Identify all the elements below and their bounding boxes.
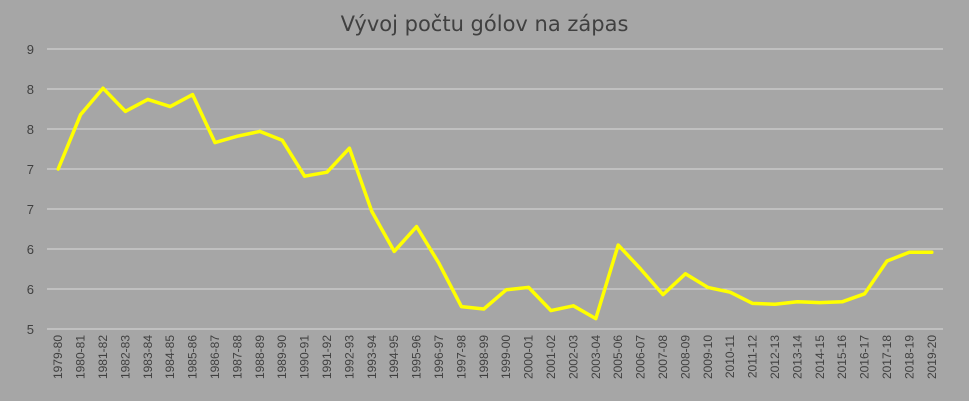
x-tick-label: 2015-16 (835, 335, 849, 379)
y-tick-label: 7 (27, 162, 34, 177)
x-tick-label: 2005-06 (611, 335, 625, 379)
y-tick-label: 7 (27, 202, 34, 217)
data-point (168, 105, 172, 109)
x-tick-label: 2006-07 (634, 335, 648, 379)
data-point (56, 167, 60, 171)
x-tick-label: 1996-97 (432, 335, 446, 379)
x-tick-label: 1987-88 (230, 335, 244, 379)
x-tick-label: 2010-11 (723, 335, 737, 378)
data-point (101, 86, 105, 90)
x-tick-label: 1988-89 (253, 335, 267, 379)
data-point (863, 292, 867, 296)
x-tick-label: 2012-13 (768, 335, 782, 379)
x-tick-label: 1983-84 (141, 335, 155, 379)
x-tick-label: 1979-80 (51, 335, 65, 379)
data-point (885, 259, 889, 263)
x-tick-label: 1980-81 (74, 335, 88, 379)
data-point (213, 141, 217, 145)
data-point (907, 250, 911, 254)
x-tick-label: 2013-14 (790, 335, 804, 379)
data-point (146, 97, 150, 101)
data-point (370, 209, 374, 213)
x-tick-label: 2002-03 (566, 335, 580, 379)
data-point (930, 250, 934, 254)
x-tick-label: 1994-95 (387, 335, 401, 379)
x-tick-label: 1982-83 (118, 335, 132, 379)
x-tick-label: 1995-96 (410, 335, 424, 379)
x-tick-label: 1997-98 (454, 335, 468, 379)
data-point (818, 301, 822, 305)
data-point (840, 300, 844, 304)
data-point (79, 113, 83, 117)
data-point (751, 301, 755, 305)
data-point (594, 317, 598, 321)
x-tick-label: 1985-86 (186, 335, 200, 379)
data-point (661, 293, 665, 297)
x-tick-label: 1990-91 (298, 335, 312, 379)
y-tick-label: 6 (27, 242, 34, 257)
data-point (527, 285, 531, 289)
data-point (191, 93, 195, 97)
data-point (303, 174, 307, 178)
data-point (123, 109, 127, 113)
x-tick-label: 2003-04 (589, 335, 603, 379)
x-tick-label: 2009-10 (701, 335, 715, 379)
x-tick-label: 2019-20 (925, 335, 939, 379)
x-axis: 1979-80 1980-81 1981-82 1982-83 1983-84 1984-… (51, 335, 939, 379)
y-tick-label: 6 (27, 282, 34, 297)
data-point (258, 129, 262, 133)
y-axis: 5 6 6 7 7 8 8 9 (27, 42, 34, 337)
data-point (571, 304, 575, 308)
x-tick-label: 2008-09 (678, 335, 692, 379)
data-point (347, 146, 351, 150)
data-point (437, 261, 441, 265)
x-tick-label: 1991-92 (320, 335, 334, 379)
x-tick-label: 2001-02 (544, 335, 558, 379)
x-tick-label: 1984-85 (163, 335, 177, 379)
data-point (482, 307, 486, 311)
x-tick-label: 2007-08 (656, 335, 670, 379)
x-tick-label: 2018-19 (902, 335, 916, 379)
x-tick-label: 1992-93 (342, 335, 356, 379)
x-tick-label: 1981-82 (96, 335, 110, 379)
data-point (549, 309, 553, 313)
x-tick-label: 2000-01 (522, 335, 536, 379)
x-tick-label: 2014-15 (813, 335, 827, 379)
data-point (639, 267, 643, 271)
x-tick-label: 1986-87 (208, 335, 222, 379)
y-tick-label: 8 (27, 122, 34, 137)
data-point (795, 300, 799, 304)
x-tick-label: 2016-17 (858, 335, 872, 379)
y-tick-label: 9 (27, 42, 34, 57)
data-point (325, 170, 329, 174)
data-point (773, 302, 777, 306)
data-point (415, 225, 419, 229)
data-point (459, 305, 463, 309)
x-tick-label: 2017-18 (880, 335, 894, 379)
data-point (683, 272, 687, 276)
x-tick-label: 1993-94 (365, 335, 379, 379)
x-tick-label: 1998-99 (477, 335, 491, 379)
y-tick-label: 8 (27, 82, 34, 97)
series-line (56, 86, 934, 321)
data-point (728, 290, 732, 294)
data-point (706, 285, 710, 289)
gridlines (47, 48, 943, 330)
x-tick-label: 1999-00 (499, 335, 513, 379)
series-layer (56, 86, 934, 321)
x-tick-label: 1989-90 (275, 335, 289, 379)
data-point (504, 288, 508, 292)
data-point (280, 138, 284, 142)
data-point (235, 134, 239, 138)
x-tick-label: 2011-12 (746, 335, 760, 378)
chart-title: Vývoj počtu gólov na zápas (340, 12, 629, 36)
data-point (616, 243, 620, 247)
data-point (392, 249, 396, 253)
y-tick-label: 5 (27, 322, 34, 337)
